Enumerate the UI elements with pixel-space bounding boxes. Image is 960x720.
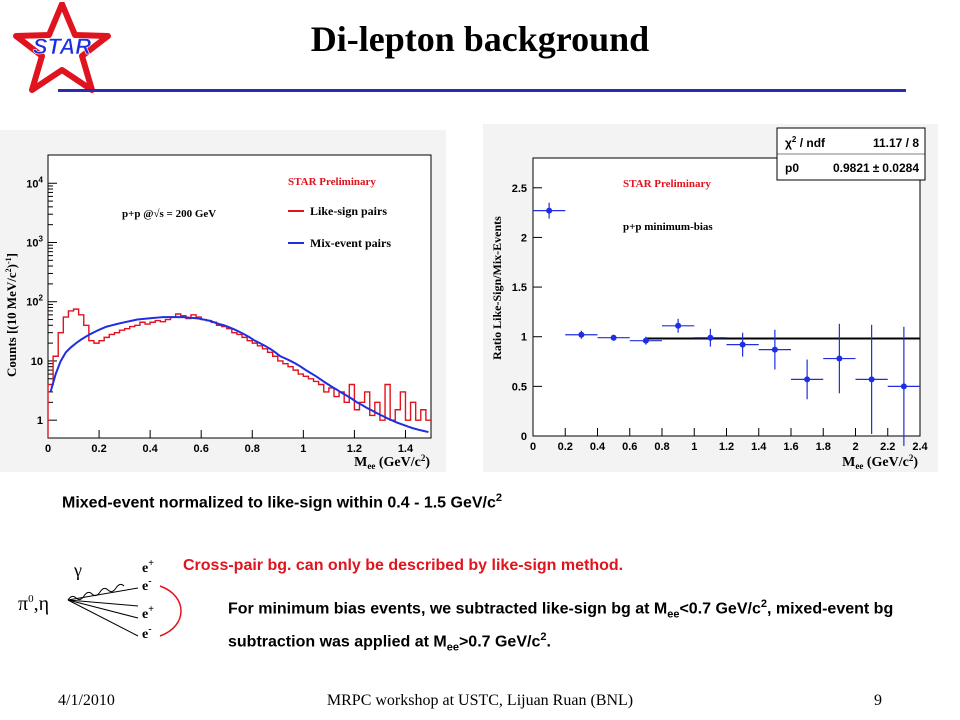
stats-chi2-value: 11.17 / 8 xyxy=(873,136,919,150)
page-number: 9 xyxy=(874,692,882,709)
y-tick-label: 1 xyxy=(37,415,43,427)
like-sign-histogram xyxy=(47,308,431,438)
lepton-line-4 xyxy=(67,599,139,637)
y-tick-label: 10 xyxy=(31,356,43,368)
y-tick-label: 102 xyxy=(26,294,43,309)
y-axis-label: Counts [(10 MeV/c2)-1] xyxy=(4,253,19,377)
x-axis-ticks: 0 0.2 0.4 0.6 0.8 1 1.2 1.4 1.6 1.8 2 2.2 2.4 xyxy=(530,428,929,453)
cross-pair-arc xyxy=(159,585,182,637)
x-tick-label: 0.6 xyxy=(194,443,209,455)
cross-pair-note: Cross-pair bg. can only be described by … xyxy=(183,557,624,574)
x-tick-label: 0 xyxy=(530,441,536,453)
footer-date: 4/1/2010 xyxy=(58,692,115,709)
x-tick-label: 1.4 xyxy=(398,443,414,455)
ratio-point xyxy=(739,341,746,348)
x-tick-label: 0.6 xyxy=(622,441,637,453)
x-tick-label: 0.4 xyxy=(590,441,606,453)
x-tick-label: 1.2 xyxy=(719,441,734,453)
ratio-point xyxy=(836,355,843,362)
ratio-point xyxy=(578,331,585,338)
y-tick-label: 0.5 xyxy=(512,381,527,393)
x-axis-ticks: 0 0.2 0.4 0.6 0.8 1 1.2 1.4 xyxy=(45,430,414,455)
star-logo-shape xyxy=(13,2,111,93)
y-tick-label: 2 xyxy=(521,232,527,244)
y-tick-label: 2.5 xyxy=(512,183,527,195)
ratio-points xyxy=(533,202,920,446)
min-bias-note: For minimum bias events, we subtracted l… xyxy=(228,598,894,654)
stats-p0-value: 0.9821 ±0.0284 xyxy=(833,161,919,175)
footer-center: MRPC workshop at USTC, Lijuan Ruan (BNL) xyxy=(326,692,634,709)
y-tick-label: 1 xyxy=(521,332,527,344)
star-logo: STAR xyxy=(13,2,111,93)
photon-label: γ xyxy=(73,560,82,580)
x-tick-label: 0.2 xyxy=(91,443,106,455)
ratio-point xyxy=(804,376,811,383)
mass-spectrum-chart: 1 10 102 103 104 0 0.2 0.4 0.6 0.8 1 1.2 1.4 STAR P… xyxy=(0,130,446,472)
legend-like-sign: Like-sign pairs xyxy=(310,204,387,218)
x-tick-label: 1.6 xyxy=(783,441,798,453)
x-axis-label: Mee (GeV/c2) xyxy=(354,453,430,471)
x-tick-label: 0.4 xyxy=(142,443,158,455)
plot-frame xyxy=(47,154,432,439)
lepton-label-3: e+ xyxy=(142,604,154,622)
y-tick-label: 104 xyxy=(26,175,43,190)
ratio-point xyxy=(675,322,682,329)
preliminary-label: STAR Preliminary xyxy=(288,176,376,188)
pair-diagram: π0,η γ e+ e- e+ e- xyxy=(18,558,182,642)
ratio-point xyxy=(642,337,649,344)
ratio-point xyxy=(900,383,907,390)
x-tick-label: 1 xyxy=(691,441,697,453)
lepton-label-1: e+ xyxy=(142,558,154,576)
x-axis-label: Mee (GeV/c2) xyxy=(842,453,918,471)
ratio-point xyxy=(771,346,778,353)
x-tick-label: 0.8 xyxy=(245,443,260,455)
stats-p0-label: p0 xyxy=(785,161,799,175)
lepton-label-4: e- xyxy=(142,624,152,642)
preliminary-label: STAR Preliminary xyxy=(623,178,711,190)
x-tick-label: 1 xyxy=(300,443,306,455)
x-tick-label: 1.2 xyxy=(347,443,362,455)
mix-event-curve xyxy=(49,316,429,434)
lepton-line-3 xyxy=(67,599,139,619)
y-axis-ticks: 0 0.5 1 1.5 2 2.5 xyxy=(512,183,542,443)
star-logo-text: STAR xyxy=(33,34,91,59)
legend-mix-event: Mix-event pairs xyxy=(310,236,391,250)
ratio-point xyxy=(868,376,875,383)
ratio-point xyxy=(707,334,714,341)
system-label: p+p minimum-bias xyxy=(623,221,713,233)
system-label: p+p @√s = 200 GeV xyxy=(122,208,216,220)
y-tick-label: 1.5 xyxy=(512,282,527,294)
x-tick-label: 0.2 xyxy=(558,441,573,453)
x-tick-label: 2.2 xyxy=(880,441,895,453)
y-tick-label: 0 xyxy=(521,431,527,443)
lepton-line-2 xyxy=(67,599,139,607)
lepton-line-1 xyxy=(67,587,139,601)
plot-frame xyxy=(532,157,921,437)
ratio-point xyxy=(610,334,617,341)
slide-title: Di-lepton background xyxy=(310,19,650,59)
parent-meson-label: π0,η xyxy=(18,593,49,615)
x-tick-label: 2.4 xyxy=(912,441,928,453)
y-tick-label: 103 xyxy=(26,234,43,249)
y-axis-label: Ratio Like-Sign/Mix-Events xyxy=(490,216,504,360)
normalization-note: Mixed-event normalized to like-sign with… xyxy=(62,492,503,512)
ratio-chart: 0 0.5 1 1.5 2 2.5 0 0.2 0.4 0.6 0.8 1 1.2 1.4 1.6 1.8 2… xyxy=(483,124,938,472)
x-tick-label: 0 xyxy=(45,443,51,455)
x-tick-label: 2 xyxy=(852,441,858,453)
x-tick-label: 1.8 xyxy=(816,441,831,453)
photon-wavy-line xyxy=(67,583,125,601)
x-tick-label: 0.8 xyxy=(654,441,669,453)
ratio-point xyxy=(546,207,553,214)
title-divider xyxy=(58,89,906,92)
x-tick-label: 1.4 xyxy=(751,441,767,453)
stats-chi2-label: χ2 / ndf xyxy=(785,135,826,150)
lepton-label-2: e- xyxy=(142,576,152,594)
